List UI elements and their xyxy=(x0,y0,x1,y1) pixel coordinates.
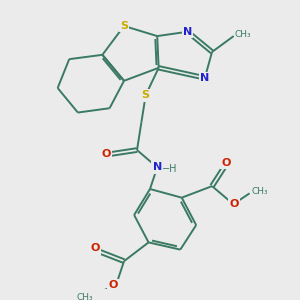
Text: S: S xyxy=(142,90,150,100)
Text: N: N xyxy=(183,27,192,37)
Text: N: N xyxy=(200,73,209,83)
Text: N: N xyxy=(153,162,162,172)
Text: CH₃: CH₃ xyxy=(251,188,268,196)
Text: O: O xyxy=(91,243,100,253)
Text: −H: −H xyxy=(162,164,178,174)
Text: CH₃: CH₃ xyxy=(77,293,93,300)
Text: S: S xyxy=(120,21,128,31)
Text: O: O xyxy=(230,199,239,209)
Text: O: O xyxy=(222,158,231,168)
Text: O: O xyxy=(101,149,110,159)
Text: CH₃: CH₃ xyxy=(234,30,251,39)
Text: O: O xyxy=(109,280,118,290)
